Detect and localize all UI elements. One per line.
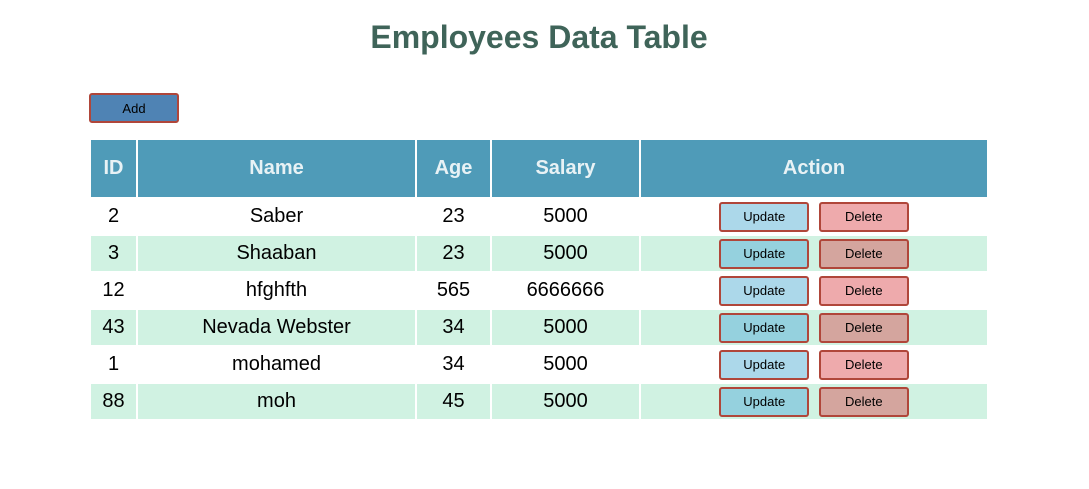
- cell-id: 1: [91, 347, 136, 382]
- cell-action: Update Delete: [641, 310, 987, 345]
- cell-id: 88: [91, 384, 136, 419]
- update-button[interactable]: Update: [719, 386, 810, 417]
- update-button[interactable]: Update: [719, 312, 810, 343]
- delete-button[interactable]: Delete: [818, 349, 909, 380]
- page-title: Employees Data Table: [370, 19, 708, 55]
- cell-id: 12: [91, 273, 136, 308]
- cell-age: 23: [417, 236, 490, 271]
- cell-name: mohamed: [138, 347, 415, 382]
- cell-salary: 5000: [492, 199, 639, 234]
- column-header-name: Name: [138, 140, 415, 197]
- cell-name: Nevada Webster: [138, 310, 415, 345]
- cell-action: Update Delete: [641, 347, 987, 382]
- cell-age: 34: [417, 310, 490, 345]
- table-row: 2 Saber 23 5000 Update Delete: [91, 199, 987, 234]
- table-header-row: ID Name Age Salary Action: [91, 140, 987, 197]
- cell-action: Update Delete: [641, 384, 987, 419]
- cell-action: Update Delete: [641, 236, 987, 271]
- update-button[interactable]: Update: [719, 275, 810, 306]
- cell-id: 3: [91, 236, 136, 271]
- column-header-id: ID: [91, 140, 136, 197]
- delete-button[interactable]: Delete: [818, 386, 909, 417]
- cell-id: 2: [91, 199, 136, 234]
- cell-name: moh: [138, 384, 415, 419]
- cell-age: 23: [417, 199, 490, 234]
- delete-button[interactable]: Delete: [818, 201, 909, 232]
- cell-name: hfghfth: [138, 273, 415, 308]
- column-header-age: Age: [417, 140, 490, 197]
- table-row: 3 Shaaban 23 5000 Update Delete: [91, 236, 987, 271]
- update-button[interactable]: Update: [719, 238, 810, 269]
- table-row: 12 hfghfth 565 6666666 Update Delete: [91, 273, 987, 308]
- cell-salary: 6666666: [492, 273, 639, 308]
- cell-name: Shaaban: [138, 236, 415, 271]
- cell-age: 45: [417, 384, 490, 419]
- cell-action: Update Delete: [641, 273, 987, 308]
- cell-age: 565: [417, 273, 490, 308]
- update-button[interactable]: Update: [719, 201, 810, 232]
- cell-age: 34: [417, 347, 490, 382]
- cell-action: Update Delete: [641, 199, 987, 234]
- cell-name: Saber: [138, 199, 415, 234]
- update-button[interactable]: Update: [719, 349, 810, 380]
- cell-salary: 5000: [492, 347, 639, 382]
- cell-salary: 5000: [492, 384, 639, 419]
- delete-button[interactable]: Delete: [818, 312, 909, 343]
- column-header-salary: Salary: [492, 140, 639, 197]
- add-button[interactable]: Add: [89, 93, 179, 123]
- cell-id: 43: [91, 310, 136, 345]
- cell-salary: 5000: [492, 310, 639, 345]
- employees-table: ID Name Age Salary Action 2 Saber 23 500…: [89, 138, 989, 421]
- table-row: 43 Nevada Webster 34 5000 Update Delete: [91, 310, 987, 345]
- column-header-action: Action: [641, 140, 987, 197]
- delete-button[interactable]: Delete: [818, 275, 909, 306]
- table-row: 88 moh 45 5000 Update Delete: [91, 384, 987, 419]
- table-row: 1 mohamed 34 5000 Update Delete: [91, 347, 987, 382]
- cell-salary: 5000: [492, 236, 639, 271]
- delete-button[interactable]: Delete: [818, 238, 909, 269]
